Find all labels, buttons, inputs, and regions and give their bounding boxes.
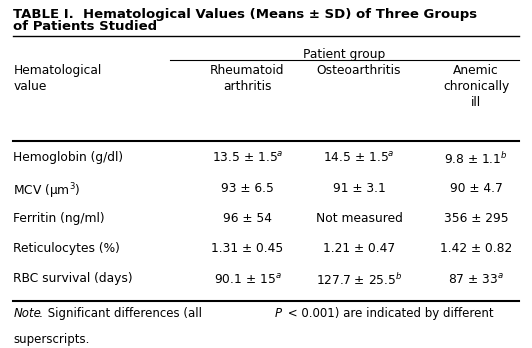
Text: 93 ± 6.5: 93 ± 6.5 (221, 182, 274, 195)
Text: Reticulocytes (%): Reticulocytes (%) (13, 242, 120, 255)
Text: Significant differences (all: Significant differences (all (44, 307, 205, 320)
Text: Osteoarthritis: Osteoarthritis (317, 64, 401, 77)
Text: 1.31 ± 0.45: 1.31 ± 0.45 (211, 242, 284, 255)
Text: Ferritin (ng/ml): Ferritin (ng/ml) (13, 212, 105, 225)
Text: < 0.001) are indicated by different: < 0.001) are indicated by different (284, 307, 493, 320)
Text: 13.5 ± 1.5$^{a}$: 13.5 ± 1.5$^{a}$ (212, 151, 283, 165)
Text: Hemoglobin (g/dl): Hemoglobin (g/dl) (13, 151, 123, 164)
Text: superscripts.: superscripts. (13, 333, 90, 346)
Text: Hematological
value: Hematological value (13, 64, 102, 93)
Text: 9.8 ± 1.1$^{b}$: 9.8 ± 1.1$^{b}$ (444, 151, 508, 167)
Text: 356 ± 295: 356 ± 295 (444, 212, 509, 225)
Text: MCV (μm$^{3}$): MCV (μm$^{3}$) (13, 182, 81, 201)
Text: 127.7 ± 25.5$^{b}$: 127.7 ± 25.5$^{b}$ (316, 272, 402, 288)
Text: TABLE I.  Hematological Values (Means ± SD) of Three Groups: TABLE I. Hematological Values (Means ± S… (13, 8, 477, 21)
Text: P: P (275, 307, 281, 320)
Text: Not measured: Not measured (315, 212, 403, 225)
Text: 91 ± 3.1: 91 ± 3.1 (332, 182, 386, 195)
Text: Rheumatoid
arthritis: Rheumatoid arthritis (210, 64, 285, 93)
Text: RBC survival (days): RBC survival (days) (13, 272, 133, 285)
Text: Anemic
chronically
ill: Anemic chronically ill (443, 64, 509, 109)
Text: Note: Note (13, 307, 41, 320)
Text: .: . (38, 307, 42, 320)
Text: 1.42 ± 0.82: 1.42 ± 0.82 (440, 242, 512, 255)
Text: 96 ± 54: 96 ± 54 (223, 212, 272, 225)
Text: Patient group: Patient group (303, 48, 386, 61)
Text: of Patients Studied: of Patients Studied (13, 20, 157, 33)
Text: 90 ± 4.7: 90 ± 4.7 (450, 182, 503, 195)
Text: 90.1 ± 15$^{a}$: 90.1 ± 15$^{a}$ (213, 272, 281, 286)
Text: 87 ± 33$^{a}$: 87 ± 33$^{a}$ (448, 272, 504, 286)
Text: 1.21 ± 0.47: 1.21 ± 0.47 (323, 242, 395, 255)
Text: 14.5 ± 1.5$^{a}$: 14.5 ± 1.5$^{a}$ (323, 151, 395, 165)
